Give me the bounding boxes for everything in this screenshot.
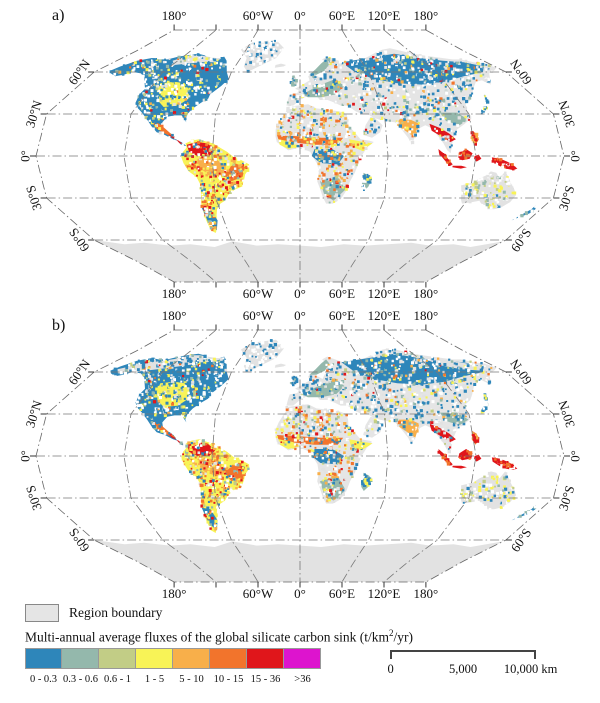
legend-class-6: 15 - 36 [247,648,284,685]
legend-class-0-swatch [25,648,62,669]
svg-text:60°W: 60°W [243,286,274,300]
legend-class-4: 5 - 10 [173,648,210,685]
svg-text:0°: 0° [294,8,306,23]
legend-class-6-swatch [247,648,284,669]
svg-text:60°E: 60°E [329,8,355,23]
scale-unit: km [541,662,558,676]
panel-a-label: a) [52,7,64,24]
scale-bar: 0 5,000 10,000 km [387,650,558,678]
legend-class-6-label: 15 - 36 [250,674,281,685]
legend-class-3: 1 - 5 [136,648,173,685]
legend-class-7: >36 [284,648,321,685]
legend-class-4-swatch [173,648,210,669]
map-panel-b: b) 180°180°60°W60°W0°0°60°E60°E120°E120°… [18,308,583,600]
map-b-content: 180°180°60°W60°W0°0°60°E60°E120°E120°E18… [18,308,583,600]
legend-class-5-swatch [210,648,247,669]
region-boundary-legend: Region boundary [25,604,162,622]
svg-text:30°S: 30°S [23,184,45,213]
scale-bar-bracket [390,650,536,659]
legend-class-0-label: 0 - 0.3 [29,674,58,685]
svg-text:180°: 180° [414,8,439,23]
svg-text:0°: 0° [568,150,583,162]
scale-bar-labels: 0 5,000 10,000 km [387,662,558,678]
map-a-content: 180° 180° 60°W 60°W 0° 0° 60°E 60°E 120°E 120°E 18… [18,8,583,300]
svg-text:60°E: 60°E [329,286,355,300]
legend-class-7-label: >36 [294,674,311,685]
legend-class-7-swatch [284,648,321,669]
svg-text:30°S: 30°S [555,184,577,213]
svg-text:180°: 180° [162,8,187,23]
legend-class-4-label: 5 - 10 [179,674,204,685]
svg-text:0°: 0° [294,286,306,300]
region-boundary-swatch [25,604,59,622]
legend-class-2-swatch [99,648,136,669]
legend-class-2-label: 0.6 - 1 [103,674,132,685]
flux-units-post: /yr) [393,629,414,645]
legend: Region boundary Multi-annual average flu… [0,600,600,700]
legend-class-0: 0 - 0.3 [25,648,62,685]
svg-text:180°: 180° [162,286,187,300]
flux-color-ramp: 0 - 0.3 0.3 - 0.6 0.6 - 1 1 - 5 5 - 10 1… [25,648,321,685]
svg-text:180°: 180° [414,286,439,300]
svg-text:0°: 0° [18,150,33,162]
flux-title-text: Multi-annual average fluxes of the globa… [25,629,357,645]
region-boundary-label: Region boundary [69,605,163,620]
panel-b-label: b) [52,317,65,334]
legend-class-5-label: 10 - 15 [213,674,244,685]
legend-class-3-label: 1 - 5 [144,674,165,685]
scale-tick-0: 0 [387,662,394,676]
svg-text:60°S: 60°S [507,225,534,254]
legend-class-5: 10 - 15 [210,648,247,685]
map-panel-a: a) 180° 180° 60°W 60°W 0° 0° 60°E 60°E 120°E 120°… [18,7,583,300]
scale-tick-5000: 5,000 [448,662,478,676]
flux-units-pre: (t/km [356,629,390,645]
scale-tick-10000: 10,000 km [503,662,558,676]
svg-text:120°E: 120°E [368,286,401,300]
flux-units-sup: 2 [389,628,394,638]
legend-class-1-swatch [62,648,99,669]
svg-text:60°W: 60°W [243,8,274,23]
legend-class-2: 0.6 - 1 [99,648,136,685]
svg-text:60°N: 60°N [507,56,535,88]
legend-class-1-label: 0.3 - 0.6 [63,674,98,685]
legend-class-3-swatch [136,648,173,669]
flux-legend-title: Multi-annual average fluxes of the globa… [25,628,413,646]
svg-text:120°E: 120°E [368,8,401,23]
legend-class-1: 0.3 - 0.6 [62,648,99,685]
svg-text:30°N: 30°N [555,98,578,129]
